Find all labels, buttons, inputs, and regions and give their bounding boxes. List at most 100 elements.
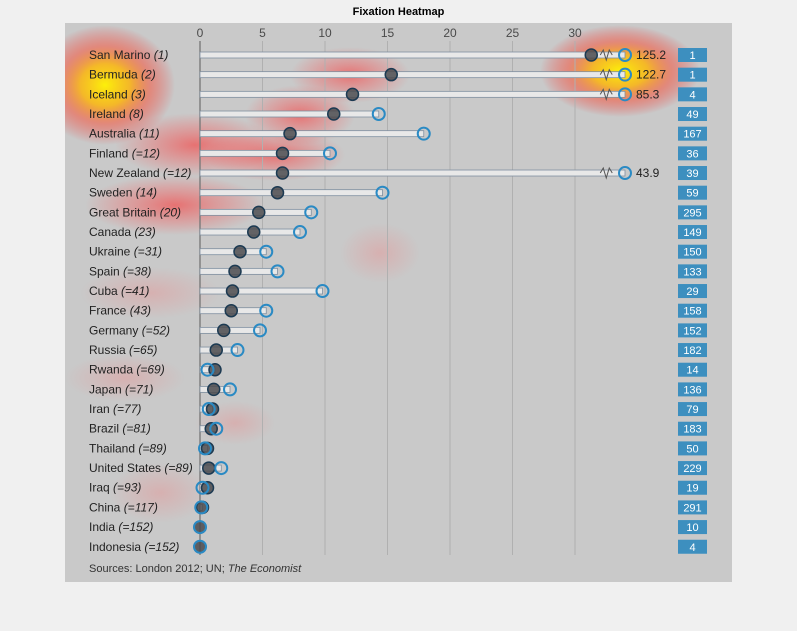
value-dot [201,402,216,417]
x-tick-label: 25 [506,26,520,40]
medal-box-value: 29 [686,286,698,298]
medal-box [678,323,707,338]
x-tick-label: 10 [318,26,332,40]
rank-dot [233,244,247,259]
medal-box [678,166,707,181]
table-row: Australia (11) [89,126,431,141]
table-row: China (=117) [89,500,210,515]
value-dot [323,146,337,161]
x-tick-label: 15 [381,26,395,40]
value-dot [315,284,330,299]
medal-box-value: 14 [686,365,698,377]
country-label: Rwanda (=69) [89,363,165,377]
medal-box [678,402,707,417]
country-label: New Zealand (=12) [89,166,191,180]
value-dot [416,126,431,141]
table-row: Iceland (3) 85.3 [89,87,660,102]
table-row: Spain (=38) [89,264,285,279]
value-dot [618,48,632,62]
medal-box-value: 1 [689,70,695,82]
value-dot [195,480,210,495]
value-dot [259,244,274,259]
country-label: Iceland (3) [89,87,146,101]
medal-box [678,500,707,515]
table-row: Iraq (=93) [89,480,215,495]
table-row: Sweden (14) [89,185,390,200]
country-label: Ireland (8) [89,107,144,121]
range-bar [199,71,626,79]
rank-dot [247,225,261,239]
rank-dot [384,67,398,82]
table-row: Japan (=71) [89,382,237,397]
value-dot [193,520,207,535]
table-row: Germany (=52) [89,323,267,338]
range-bar [199,189,383,197]
heat-blob [65,354,185,402]
value-dot [304,205,319,220]
rank-dot [252,205,266,220]
medal-box-value: 167 [683,129,701,141]
medal-box [678,87,707,102]
medal-box-value: 19 [686,483,698,495]
value-dot [200,362,215,377]
medal-box [678,362,707,377]
medal-box-value: 36 [686,148,698,160]
medal-box-value: 39 [686,168,698,180]
medal-box [678,264,707,279]
rank-dot [270,185,285,200]
table-row: Russia (=65) [89,343,245,358]
heat-blob [340,223,420,283]
table-row: Ukraine (=31) [89,244,274,259]
medal-box [678,225,707,240]
heatmap-chart: 0 5 10 15 20 25 30 San Marino (1) 125.2 Bermuda … [65,23,732,582]
medal-box [678,382,707,397]
end-value-label: 125.2 [636,48,666,62]
value-dot [259,303,274,318]
country-label: Japan (=71) [89,382,153,396]
medal-box-value: 152 [683,325,701,337]
table-row: Cuba (=41) [89,284,330,299]
table-row: Indonesia (=152) [89,539,207,554]
medal-box-value: 183 [683,424,701,436]
rank-dot [209,343,223,357]
medal-box-value: 229 [683,463,701,475]
rank-dot [217,323,231,338]
heat-blob [110,463,210,523]
table-row: Bermuda (2) 122.7 [89,67,666,82]
end-value-label: 122.7 [636,68,666,82]
medal-box [678,205,707,220]
country-label: Australia (11) [89,127,159,141]
medal-box [678,126,707,141]
country-label: Thailand (=89) [89,441,167,455]
country-label: Iraq (=93) [89,481,141,495]
x-tick-labels: 0 5 10 15 20 25 30 [197,26,582,40]
range-bar [199,90,626,98]
medal-box [678,421,707,436]
table-row: Ireland (8) [89,107,386,122]
rank-dot [275,146,290,161]
country-label: France (43) [89,304,151,318]
end-value-label: 43.9 [636,166,660,180]
country-label: Canada (23) [89,225,156,239]
heat-blob [80,267,220,319]
range-bar [199,110,380,118]
table-row: Iran (=77) [89,402,220,417]
x-tick-label: 30 [568,26,582,40]
country-label: Iran (=77) [89,402,141,416]
table-row: Great Britain (20) [89,205,319,220]
heat-blob [65,25,175,145]
value-dot [618,166,632,181]
value-dot [618,87,632,102]
range-bar [199,248,267,256]
rank-dot [275,166,290,180]
source-italic: The Economist [228,563,302,575]
axis-break-mark [599,48,613,62]
medal-box [678,480,707,495]
x-grid [199,41,576,555]
value-dot [194,500,209,515]
country-label: China (=117) [89,500,158,514]
medal-box-value: 295 [683,207,701,219]
country-label: San Marino (1) [89,48,168,62]
rank-dot [345,87,360,102]
x-tick-label: 0 [197,26,204,40]
